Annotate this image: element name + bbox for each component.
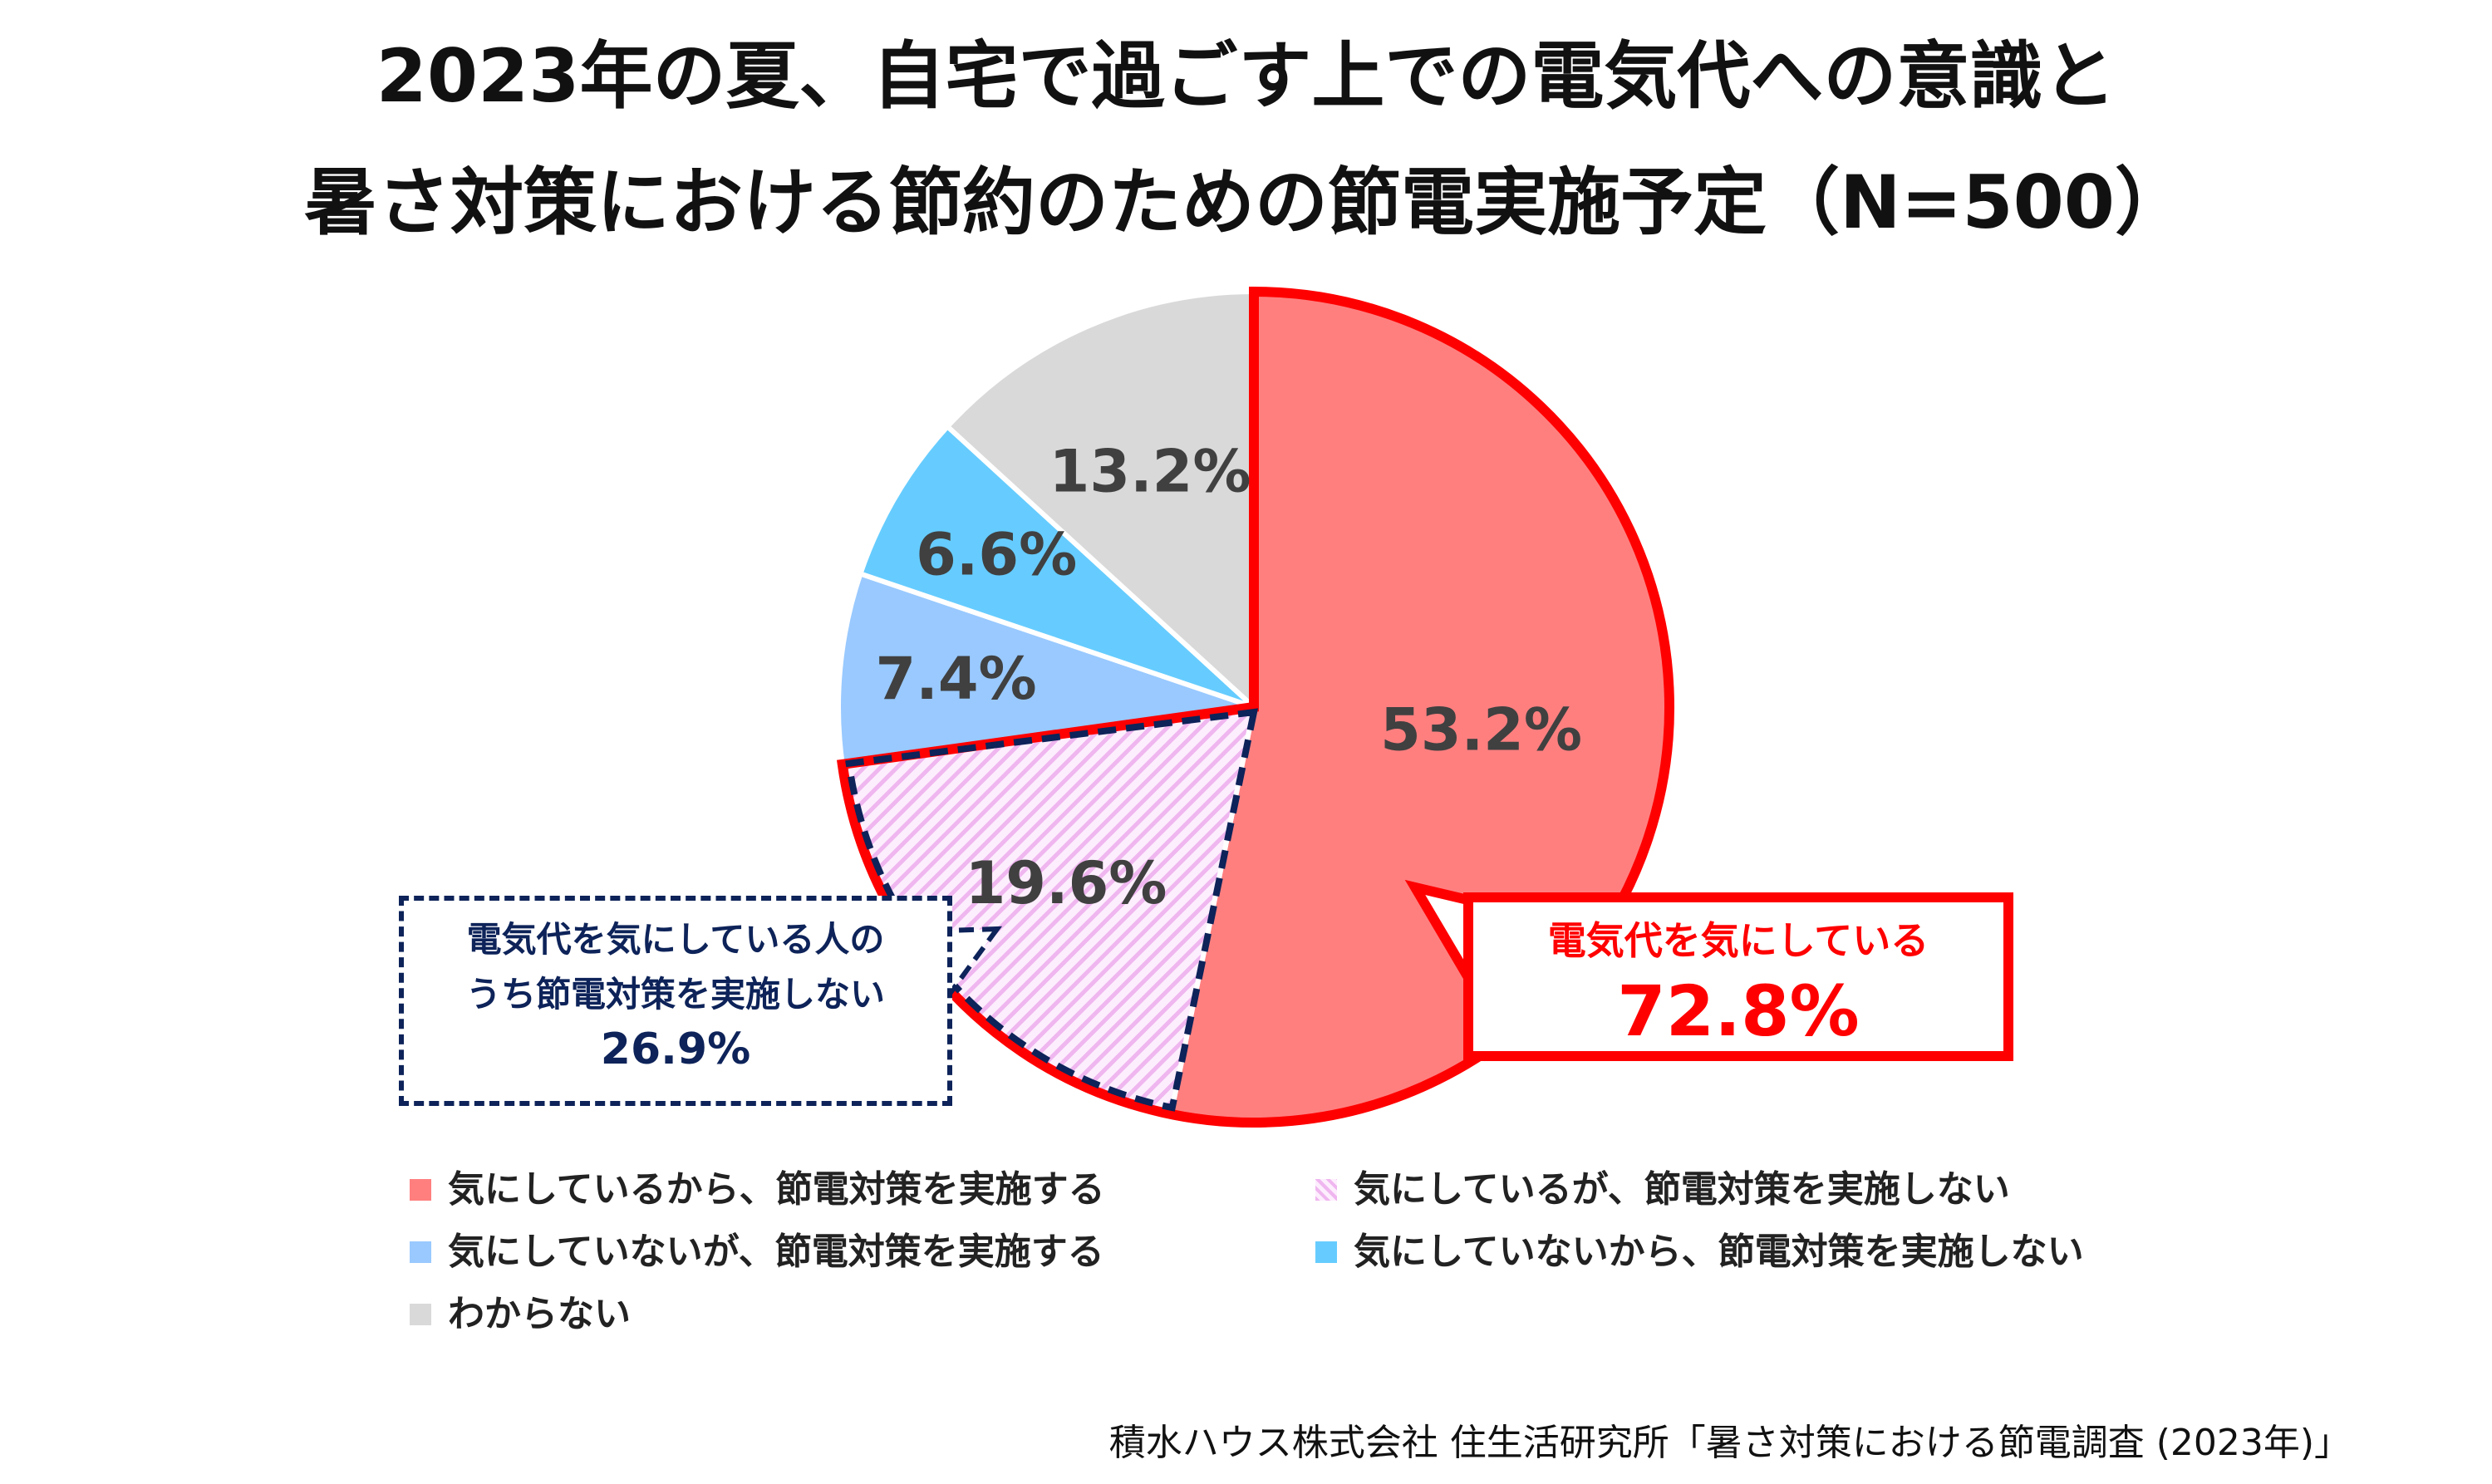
legend-label: わからない [448,1293,631,1335]
legend-swatch [410,1179,431,1201]
pie-slice [857,423,1256,710]
legend-item: 気にしているから、節電対策を実施する [410,1159,1105,1212]
legend-item: 気にしていないが、節電対策を実施する [410,1221,1104,1275]
slice-value-label: 13.2% [1049,437,1251,505]
slice-value-label: 53.2% [1380,696,1582,764]
callout-label-line2: うち節電対策を実施しない [465,974,885,1015]
source-citation: 積水ハウス株式会社 住生活研究所「暑さ対策における節電調査 (2023年)」 [1108,1422,2351,1464]
legend-item: 気にしているが、節電対策を実施しない [1315,1159,2010,1212]
aware-no-action-callout: 電気代を気にしている人の うち節電対策を実施しない 26.9% [399,896,952,1106]
legend-label: 気にしていないが、節電対策を実施する [448,1231,1104,1273]
legend-item: 気にしていないから、節電対策を実施しない [1315,1221,2084,1275]
legend-swatch [410,1241,431,1263]
callout-value: 26.9% [600,1025,751,1074]
aware-total-callout: 電気代を気にしている 72.8% [1463,892,2013,1061]
slice-value-label: 6.6% [916,521,1077,589]
callout-label: 電気代を気にしている [1547,918,1929,963]
pie-slice [944,288,1256,713]
legend-swatch [1315,1241,1337,1263]
legend-swatch [410,1304,431,1325]
slice-value-label: 19.6% [966,849,1167,917]
legend-item: わからない [410,1284,631,1337]
legend-label: 気にしているが、節電対策を実施しない [1354,1168,2010,1211]
legend-label: 気にしていないから、節電対策を実施しない [1354,1231,2084,1273]
callout-label-line1: 電気代を気にしている人の [466,919,885,960]
legend-swatch [1315,1179,1337,1201]
chart-title-line2: 暑さ対策における節約のための節電実施予定（N=500） [303,160,2189,245]
callout-value: 72.8% [1617,970,1860,1052]
legend-label: 気にしているから、節電対策を実施する [448,1168,1105,1211]
slice-value-label: 7.4% [876,645,1037,713]
chart-title-line1: 2023年の夏、自宅で過ごす上での電気代への意識と [376,33,2116,119]
